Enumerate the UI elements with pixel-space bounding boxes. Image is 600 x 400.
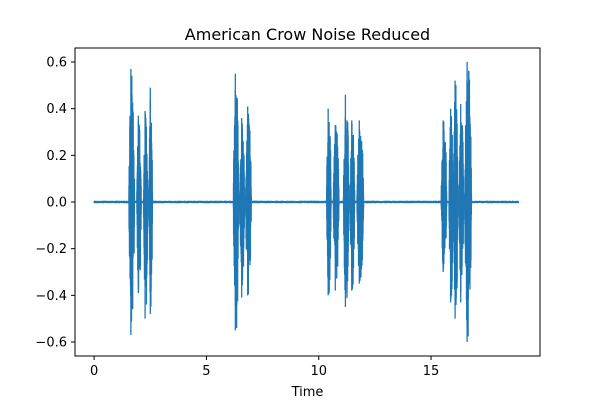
x-tick-label: 10: [310, 364, 327, 379]
axes-frame: [74, 47, 541, 357]
x-axis-label: Time: [291, 385, 324, 400]
plot-area: [93, 62, 520, 342]
waveform-line: [93, 70, 520, 337]
y-axis: −0.6 −0.4 −0.2 0.0 0.2 0.4 0.6: [35, 56, 75, 351]
y-tick-label: −0.6: [35, 336, 67, 351]
x-tick-label: 15: [423, 364, 440, 379]
y-tick-label: 0.2: [46, 149, 67, 164]
chart-title: American Crow Noise Reduced: [185, 25, 430, 44]
y-tick-label: −0.4: [35, 289, 67, 304]
y-tick-label: 0.0: [46, 196, 67, 211]
y-tick-label: 0.4: [46, 102, 67, 117]
y-tick-label: 0.6: [46, 56, 67, 71]
x-tick-label: 5: [202, 364, 210, 379]
x-tick-label: 0: [90, 364, 98, 379]
x-axis: 0 5 10 15: [90, 356, 439, 379]
y-tick-label: −0.2: [35, 242, 67, 257]
